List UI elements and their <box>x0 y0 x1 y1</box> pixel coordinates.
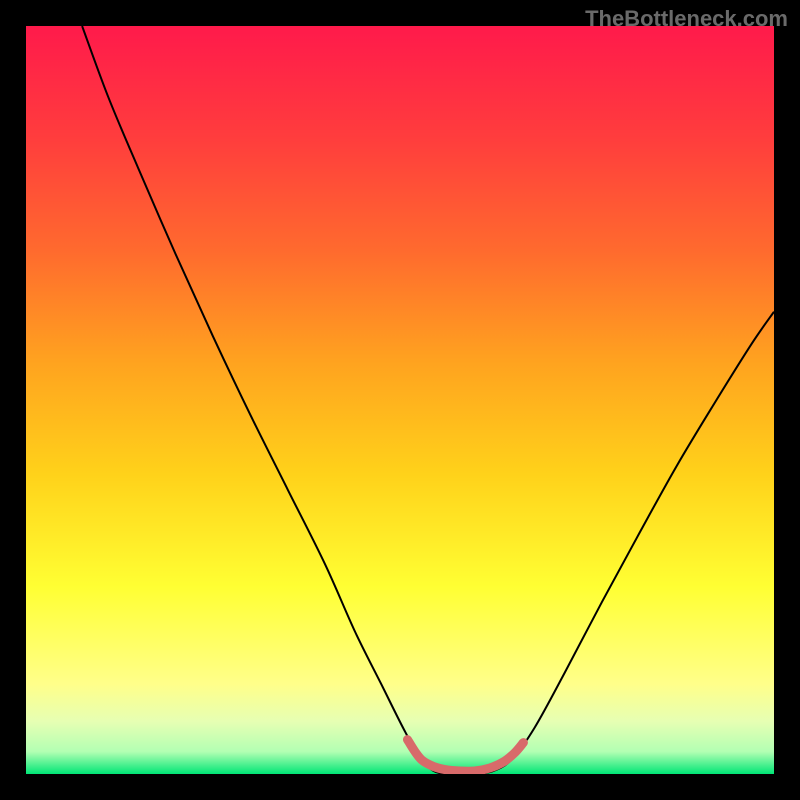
gradient-background <box>26 26 774 774</box>
chart-container: TheBottleneck.com <box>0 0 800 800</box>
watermark-text: TheBottleneck.com <box>585 6 788 32</box>
plot-area <box>26 26 774 774</box>
plot-svg <box>26 26 774 774</box>
